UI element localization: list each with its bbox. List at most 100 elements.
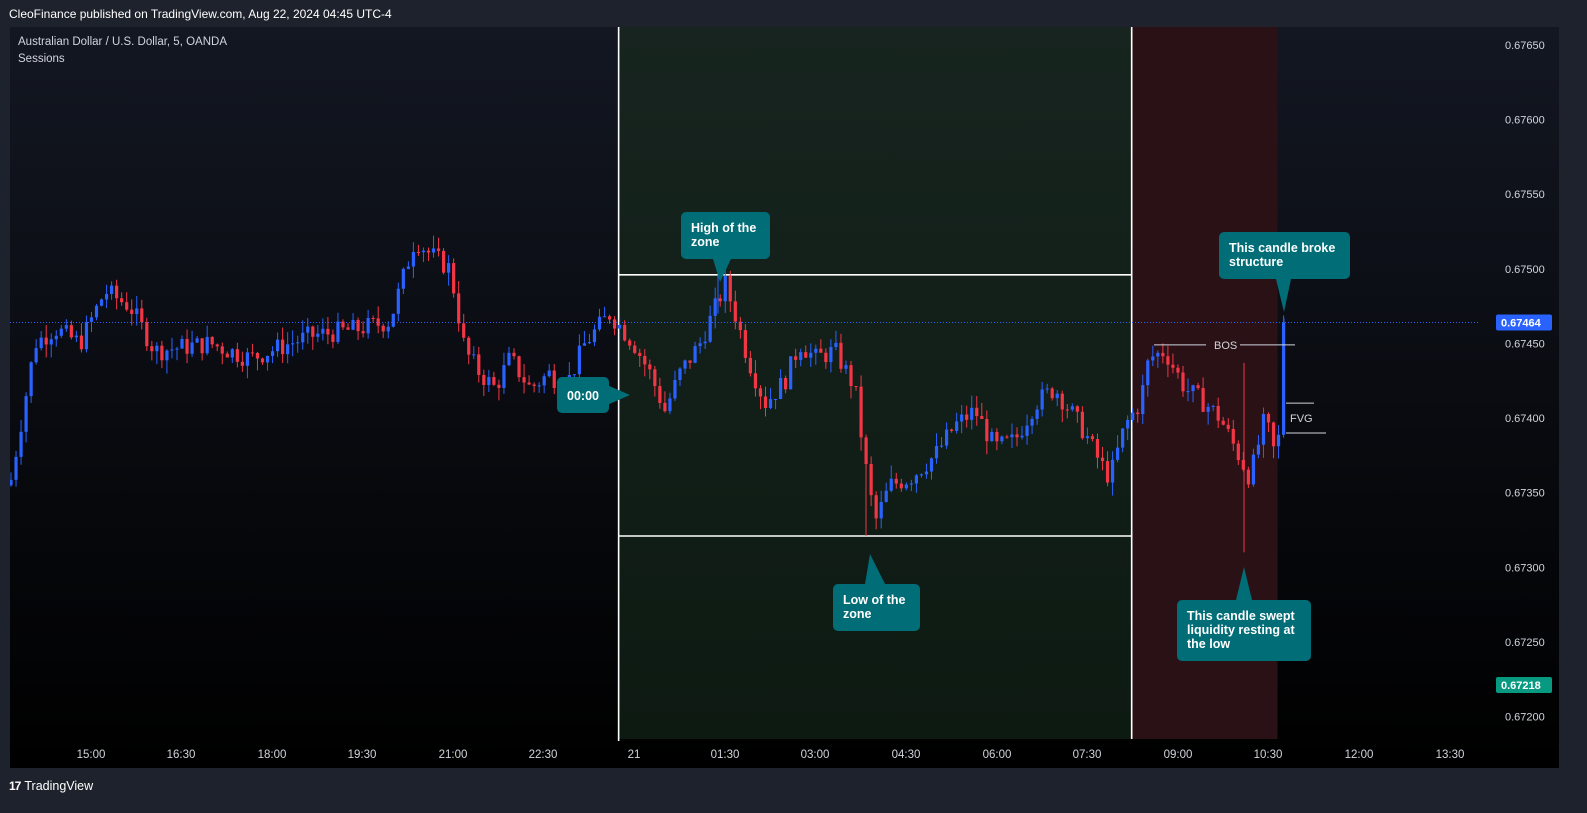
candle[interactable] bbox=[265, 355, 270, 371]
candle[interactable] bbox=[421, 247, 426, 263]
chart-area[interactable]: BOS FVG High of the zone Low of the zone This … bbox=[10, 27, 1559, 768]
candle[interactable] bbox=[1246, 466, 1250, 489]
candle[interactable] bbox=[995, 428, 999, 451]
candle[interactable] bbox=[1256, 434, 1261, 459]
candle[interactable] bbox=[306, 318, 310, 344]
candle[interactable] bbox=[618, 317, 622, 342]
candle[interactable] bbox=[919, 473, 924, 478]
candle[interactable] bbox=[452, 258, 456, 298]
candle[interactable] bbox=[723, 266, 727, 313]
last-price-tag[interactable] bbox=[1496, 314, 1552, 331]
candle[interactable] bbox=[799, 348, 803, 367]
candle[interactable] bbox=[683, 359, 687, 374]
candle[interactable] bbox=[381, 323, 385, 338]
candle[interactable] bbox=[758, 385, 763, 410]
candle[interactable] bbox=[44, 324, 48, 358]
candle[interactable] bbox=[24, 392, 28, 443]
candle[interactable] bbox=[849, 361, 853, 399]
candle[interactable] bbox=[145, 317, 149, 351]
candle[interactable] bbox=[854, 385, 858, 391]
candle[interactable] bbox=[602, 306, 607, 318]
candle[interactable] bbox=[356, 317, 360, 340]
candle[interactable] bbox=[1241, 451, 1245, 472]
candle[interactable] bbox=[351, 313, 355, 331]
candle[interactable] bbox=[537, 382, 541, 393]
candle[interactable] bbox=[291, 330, 295, 357]
candle[interactable] bbox=[965, 405, 969, 428]
candle[interactable] bbox=[613, 315, 617, 336]
candle[interactable] bbox=[205, 325, 209, 356]
candle[interactable] bbox=[763, 386, 768, 417]
candle[interactable] bbox=[502, 352, 506, 394]
candle[interactable] bbox=[733, 290, 737, 330]
candle[interactable] bbox=[416, 244, 421, 256]
candle[interactable] bbox=[14, 450, 18, 487]
candle[interactable] bbox=[658, 377, 662, 409]
candle[interactable] bbox=[929, 457, 934, 480]
session-low-tag[interactable] bbox=[1496, 677, 1552, 693]
candle[interactable] bbox=[532, 382, 536, 393]
candle[interactable] bbox=[361, 321, 365, 338]
candle[interactable] bbox=[834, 330, 838, 351]
candle[interactable] bbox=[839, 333, 843, 373]
candle[interactable] bbox=[1186, 378, 1190, 402]
candle[interactable] bbox=[1090, 433, 1095, 442]
candle[interactable] bbox=[889, 465, 893, 493]
candle[interactable] bbox=[1075, 405, 1079, 423]
candle[interactable] bbox=[874, 491, 878, 530]
candle[interactable] bbox=[190, 330, 194, 357]
candle[interactable] bbox=[1010, 423, 1014, 448]
candle[interactable] bbox=[29, 361, 33, 403]
candle[interactable] bbox=[728, 270, 732, 312]
candle[interactable] bbox=[824, 348, 828, 369]
candle[interactable] bbox=[1161, 343, 1165, 364]
candle[interactable] bbox=[819, 339, 823, 353]
candle[interactable] bbox=[1116, 435, 1120, 463]
candle[interactable] bbox=[180, 335, 184, 349]
candle[interactable] bbox=[713, 287, 717, 329]
candle[interactable] bbox=[517, 355, 521, 382]
candle[interactable] bbox=[104, 284, 109, 309]
candle[interactable] bbox=[125, 292, 129, 312]
candle[interactable] bbox=[1271, 421, 1276, 459]
candle[interactable] bbox=[1025, 414, 1029, 445]
candle[interactable] bbox=[19, 420, 23, 465]
candle[interactable] bbox=[633, 341, 637, 355]
candle[interactable] bbox=[441, 248, 446, 275]
candle[interactable] bbox=[140, 299, 144, 330]
candle[interactable] bbox=[1005, 434, 1009, 439]
candle[interactable] bbox=[663, 391, 667, 413]
candle[interactable] bbox=[970, 395, 974, 430]
candle[interactable] bbox=[457, 281, 461, 332]
candle[interactable] bbox=[160, 340, 164, 369]
candle[interactable] bbox=[1226, 418, 1230, 433]
candle[interactable] bbox=[467, 335, 471, 365]
candle[interactable] bbox=[346, 323, 350, 331]
candle[interactable] bbox=[115, 279, 119, 310]
candle[interactable] bbox=[79, 323, 84, 353]
candle[interactable] bbox=[678, 367, 682, 387]
candle[interactable] bbox=[150, 340, 154, 361]
candle[interactable] bbox=[648, 359, 652, 380]
candle[interactable] bbox=[1080, 406, 1084, 440]
candle[interactable] bbox=[326, 316, 330, 345]
candle[interactable] bbox=[331, 329, 335, 349]
candle[interactable] bbox=[89, 311, 94, 333]
candle[interactable] bbox=[778, 369, 783, 400]
candle[interactable] bbox=[904, 482, 908, 491]
candle[interactable] bbox=[703, 331, 707, 350]
candle[interactable] bbox=[1085, 427, 1090, 444]
candle[interactable] bbox=[1030, 416, 1034, 434]
candle[interactable] bbox=[59, 324, 63, 339]
candle[interactable] bbox=[950, 428, 954, 433]
candle[interactable] bbox=[482, 369, 486, 397]
candle[interactable] bbox=[426, 247, 431, 261]
candle[interactable] bbox=[623, 320, 627, 342]
candle[interactable] bbox=[1020, 425, 1024, 440]
candle[interactable] bbox=[804, 345, 808, 359]
candle[interactable] bbox=[492, 371, 496, 386]
candle[interactable] bbox=[220, 342, 224, 365]
candle[interactable] bbox=[522, 364, 526, 394]
